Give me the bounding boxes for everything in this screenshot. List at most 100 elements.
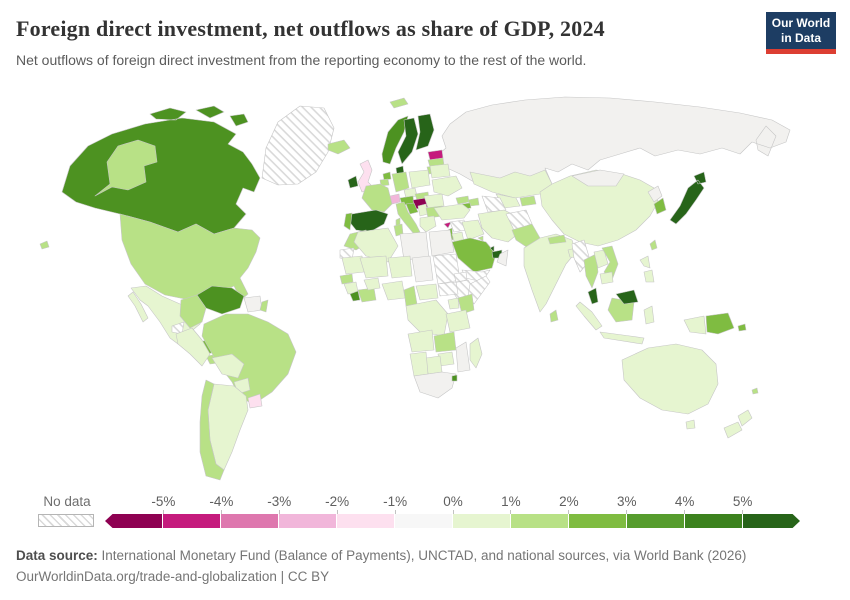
country-germany[interactable] <box>391 171 410 193</box>
country-laos[interactable] <box>593 249 609 269</box>
country-mali[interactable] <box>359 255 389 279</box>
country-egypt[interactable] <box>428 229 455 257</box>
country-philippines[interactable] <box>639 255 655 283</box>
country-chad[interactable] <box>411 255 434 283</box>
country-cyprus[interactable] <box>443 221 452 229</box>
country-kazakhstan[interactable] <box>469 169 553 199</box>
country-north-korea[interactable] <box>647 185 663 203</box>
country-saudi-arabia[interactable] <box>451 237 497 273</box>
country-georgia[interactable] <box>455 195 470 205</box>
country-greenland[interactable] <box>261 105 335 186</box>
country-burkina-faso[interactable] <box>363 277 381 291</box>
country-south-sudan[interactable] <box>437 281 459 297</box>
country-nepal[interactable] <box>547 234 567 245</box>
legend-bin-10[interactable] <box>685 514 743 528</box>
country-united-states[interactable] <box>119 213 261 301</box>
country-cameroon[interactable] <box>403 285 418 307</box>
legend-bin-11[interactable] <box>743 514 800 528</box>
country-ireland[interactable] <box>347 175 359 189</box>
country-fiji[interactable] <box>751 387 759 395</box>
country-turkey[interactable] <box>433 203 471 221</box>
country-finland[interactable] <box>415 113 435 151</box>
country-sweden[interactable] <box>397 117 419 165</box>
country-angola[interactable] <box>407 329 435 353</box>
country-indonesia[interactable] <box>575 301 707 345</box>
country-svalbard[interactable] <box>389 97 409 109</box>
legend-bin-9[interactable] <box>627 514 685 528</box>
country-nigeria[interactable] <box>381 280 406 301</box>
legend-bin-1[interactable] <box>163 514 221 528</box>
country-ivory-coast-ghana[interactable] <box>357 287 377 303</box>
country-french-guiana[interactable] <box>259 299 269 313</box>
legend-no-data[interactable]: No data <box>38 494 96 527</box>
country-hawaii-usa[interactable] <box>39 240 50 250</box>
country-libya[interactable] <box>399 231 430 261</box>
country-cambodia[interactable] <box>599 271 614 285</box>
country-iceland[interactable] <box>327 139 351 155</box>
country-central-african-republic[interactable] <box>415 283 439 301</box>
legend-bin-0[interactable] <box>105 514 163 528</box>
legend-bin-6[interactable] <box>453 514 511 528</box>
country-tanzania[interactable] <box>445 309 471 333</box>
country-mexico[interactable] <box>127 285 205 345</box>
country-chile[interactable] <box>199 379 225 481</box>
country-mozambique[interactable] <box>455 341 471 373</box>
legend-bin-8[interactable] <box>569 514 627 528</box>
legend-bin-3[interactable] <box>279 514 337 528</box>
country-south-korea[interactable] <box>653 197 667 215</box>
country-papua-new-guinea[interactable] <box>705 312 735 335</box>
country-thailand[interactable] <box>583 253 599 289</box>
country-iraq[interactable] <box>461 219 485 241</box>
country-kuwait[interactable] <box>477 235 484 242</box>
legend-bin-4[interactable] <box>337 514 395 528</box>
country-alaska-usa[interactable] <box>94 139 158 197</box>
country-solomon-islands[interactable] <box>737 323 747 332</box>
no-data-swatch[interactable] <box>38 514 94 527</box>
country-madagascar[interactable] <box>469 337 483 369</box>
country-uruguay[interactable] <box>247 393 263 409</box>
footer-link-line[interactable]: OurWorldinData.org/trade-and-globalizati… <box>16 568 330 584</box>
country-france[interactable] <box>361 183 393 213</box>
country-south-africa[interactable] <box>413 371 457 399</box>
country-venezuela[interactable] <box>196 285 245 315</box>
country-japan[interactable] <box>669 171 707 225</box>
country-india[interactable] <box>523 233 577 313</box>
country-bolivia[interactable] <box>211 353 245 379</box>
country-taiwan[interactable] <box>649 239 658 251</box>
country-sri-lanka[interactable] <box>549 309 559 323</box>
country-peru[interactable] <box>175 327 211 367</box>
country-norway[interactable] <box>381 115 409 165</box>
country-brazil[interactable] <box>201 313 297 405</box>
country-croatia[interactable] <box>405 202 419 215</box>
country-netherlands[interactable] <box>382 171 392 181</box>
country-greece[interactable] <box>419 215 437 233</box>
country-poland[interactable] <box>408 169 431 189</box>
country-malaysia[interactable] <box>587 287 639 305</box>
country-somalia[interactable] <box>467 275 491 305</box>
country-botswana[interactable] <box>425 355 443 375</box>
legend-bin-7[interactable] <box>511 514 569 528</box>
country-mongolia[interactable] <box>571 169 625 187</box>
country-uganda[interactable] <box>447 297 460 310</box>
country-australia[interactable] <box>621 343 719 430</box>
country-kyrgyzstan-tajikistan[interactable] <box>519 195 537 207</box>
country-qatar[interactable] <box>489 245 495 253</box>
country-oman[interactable] <box>496 249 509 267</box>
country-belarus[interactable] <box>429 163 451 179</box>
country-colombia[interactable] <box>179 294 207 329</box>
legend-bin-2[interactable] <box>221 514 279 528</box>
country-eswatini[interactable] <box>451 374 458 382</box>
country-canada[interactable] <box>61 105 261 235</box>
country-turkmenistan[interactable] <box>481 195 507 213</box>
country-china[interactable] <box>539 169 659 247</box>
country-romania[interactable] <box>423 193 445 209</box>
country-ukraine[interactable] <box>431 175 463 197</box>
country-senegal[interactable] <box>339 273 354 285</box>
country-niger[interactable] <box>387 255 413 279</box>
country-kenya[interactable] <box>457 293 475 315</box>
country-new-zealand[interactable] <box>723 409 753 439</box>
country-liberia[interactable] <box>349 290 361 302</box>
legend-bin-5[interactable] <box>395 514 453 528</box>
country-guyana-suriname[interactable] <box>243 295 263 313</box>
country-algeria[interactable] <box>353 227 399 263</box>
